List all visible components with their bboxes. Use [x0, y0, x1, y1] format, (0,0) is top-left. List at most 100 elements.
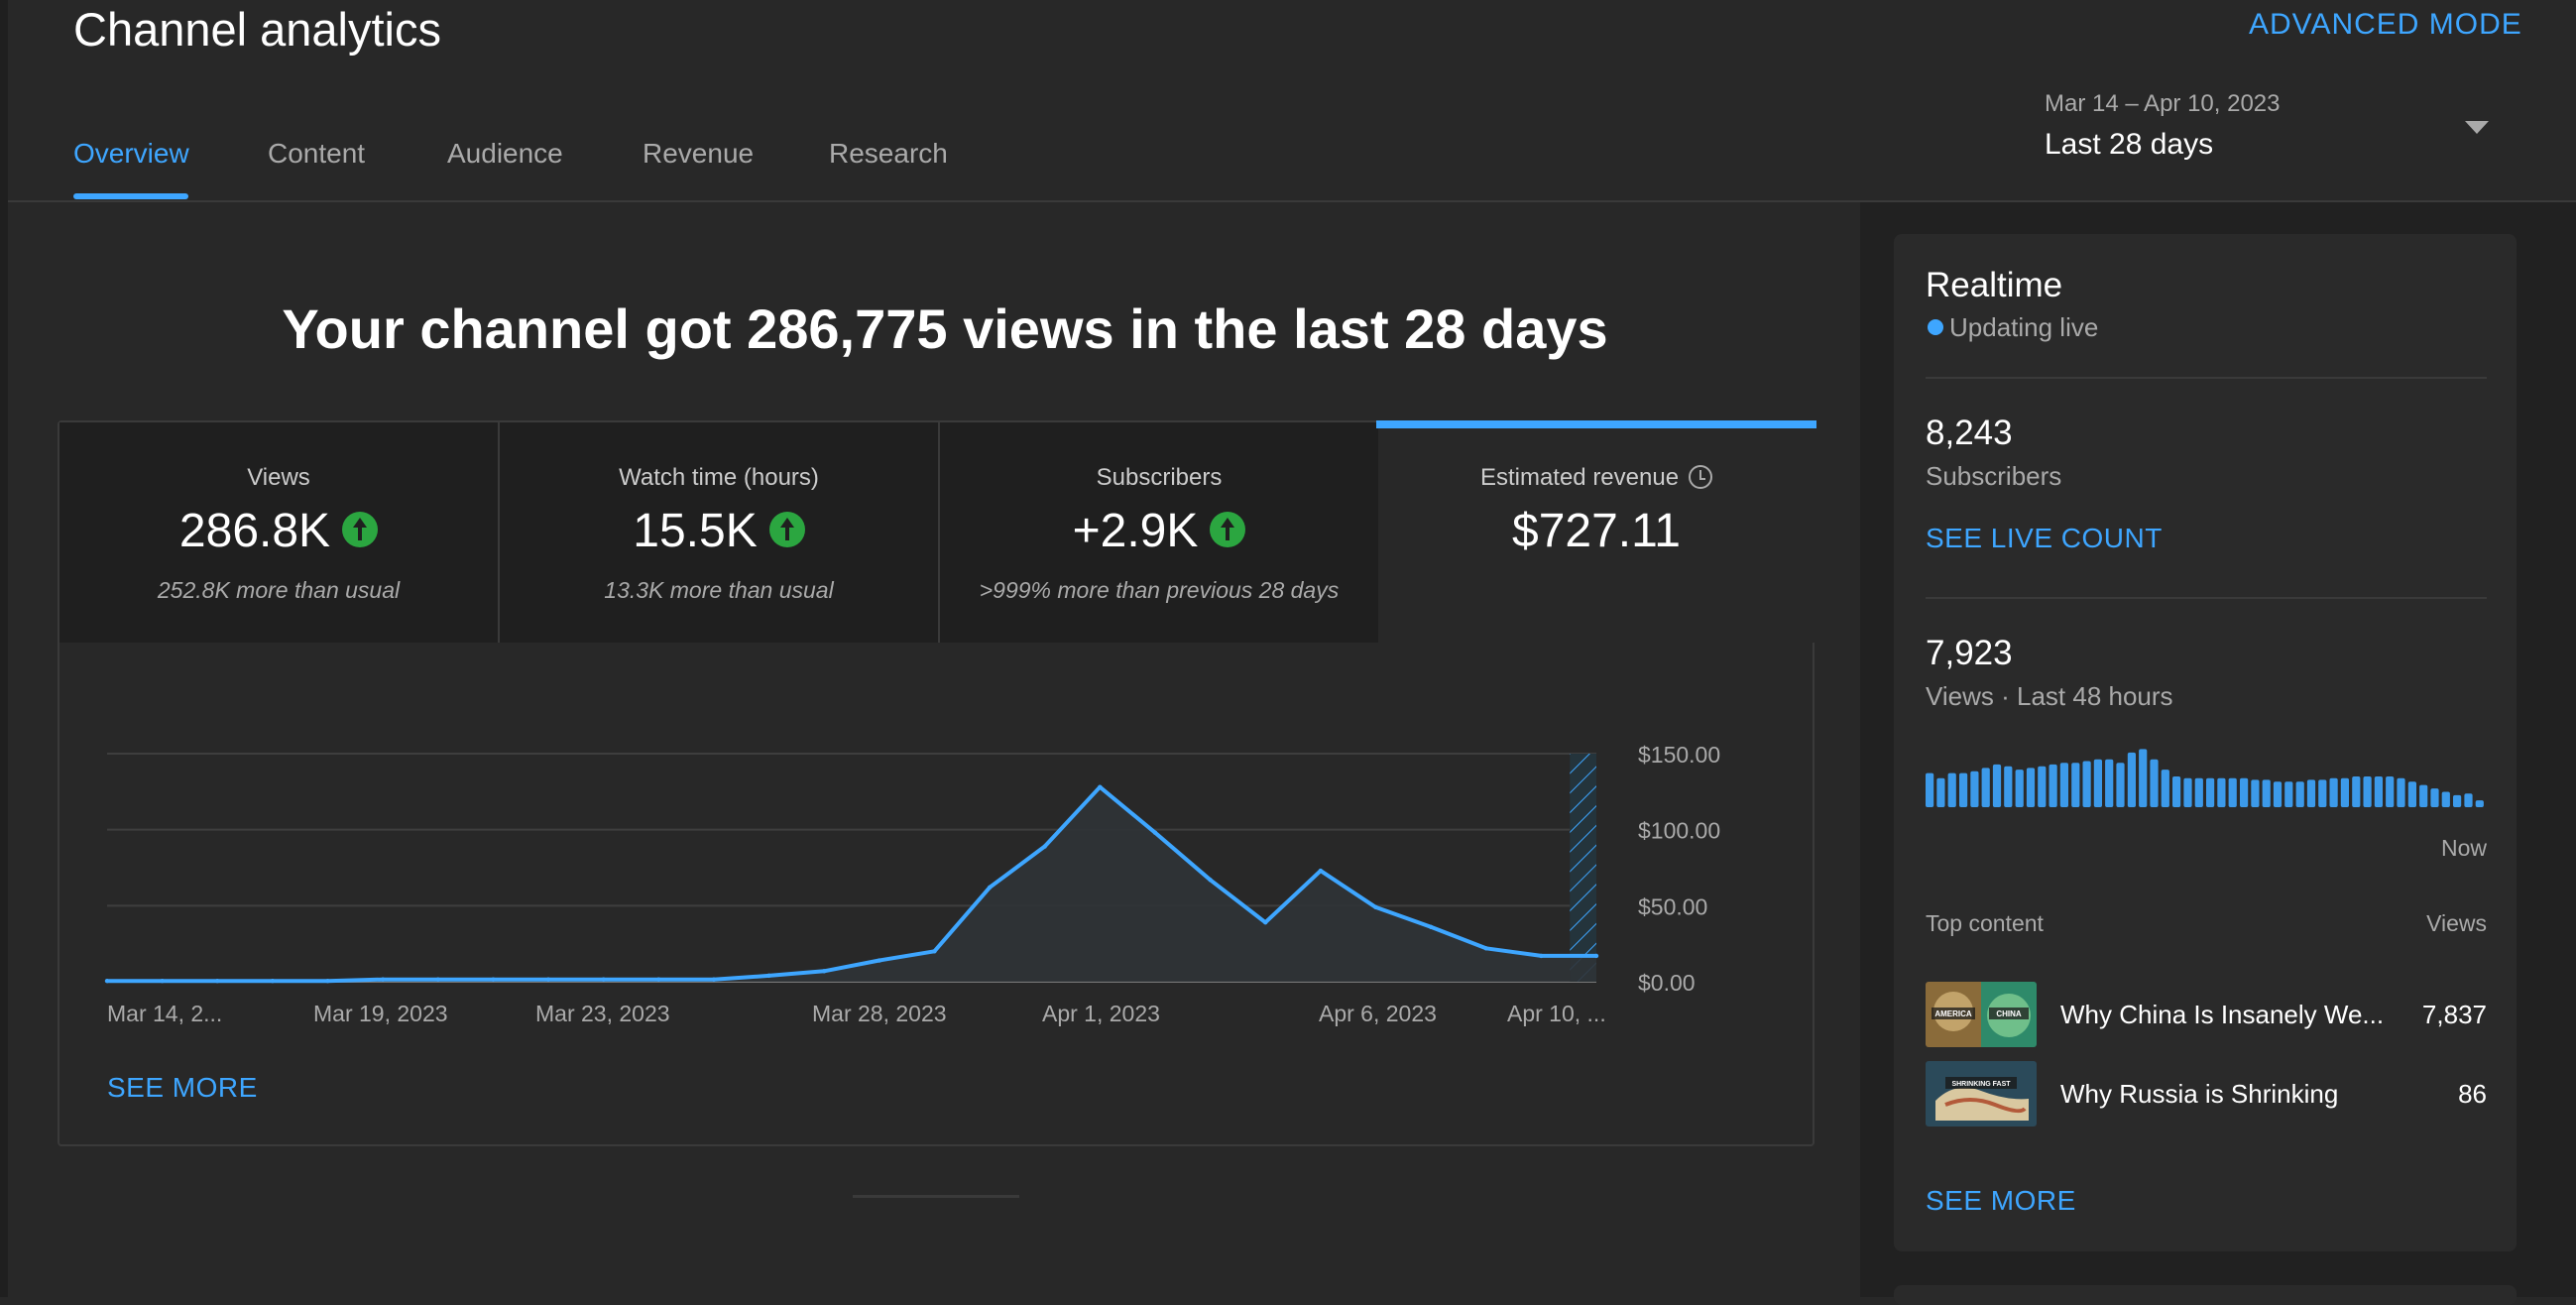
- y-tick-label: $150.00: [1638, 742, 1720, 768]
- realtime-bar: [2228, 777, 2237, 807]
- realtime-views-bar-chart: [1926, 749, 2484, 807]
- realtime-bar: [2464, 793, 2473, 807]
- realtime-bar: [1992, 764, 2002, 807]
- data-point: [987, 885, 993, 890]
- metric-tab-estimated-revenue[interactable]: Estimated revenue $727.11: [1378, 422, 1815, 643]
- realtime-bar: [2318, 779, 2327, 807]
- now-label: Now: [2440, 835, 2487, 861]
- chevron-down-icon: [2465, 121, 2489, 134]
- top-content-views-header: Views: [2426, 910, 2487, 936]
- realtime-bar: [2453, 794, 2462, 807]
- video-thumbnail: SHRINKING FAST: [1926, 1061, 2037, 1127]
- metrics-card: Views 286.8K 252.8K more than usual Watc…: [58, 420, 1816, 1146]
- video-title: Why Russia is Shrinking: [2060, 1079, 2339, 1109]
- realtime-bar: [1947, 772, 1956, 807]
- metric-note: 252.8K more than usual: [157, 577, 401, 603]
- data-point: [877, 958, 882, 963]
- tab-research[interactable]: Research: [829, 138, 948, 169]
- realtime-bar: [2071, 763, 2080, 807]
- top-content-row[interactable]: SHRINKING FAST Why Russia is Shrinking 8…: [1926, 1061, 2487, 1130]
- data-point: [380, 977, 386, 982]
- realtime-bar: [2475, 800, 2484, 807]
- realtime-bar: [2105, 759, 2114, 807]
- realtime-bar: [1926, 772, 1934, 807]
- live-status: Updating live: [1949, 312, 2099, 342]
- active-tab-indicator: [73, 193, 188, 199]
- data-point: [1208, 878, 1213, 883]
- video-views: 86: [2458, 1079, 2487, 1109]
- data-point: [270, 979, 276, 984]
- data-point: [766, 973, 771, 979]
- data-point: [435, 977, 440, 982]
- scroll-indicator: [853, 1195, 1019, 1198]
- y-tick-label: $100.00: [1638, 818, 1720, 844]
- realtime-bar: [2352, 776, 2361, 807]
- realtime-subscriber-count: 8,243: [1926, 414, 2013, 452]
- metric-value-wrap: +2.9K: [940, 504, 1378, 559]
- realtime-bar: [2026, 768, 2036, 807]
- arrow-up-circle-icon: [342, 512, 379, 548]
- overview-panel: [8, 202, 1860, 1297]
- data-point: [1263, 920, 1268, 925]
- metric-tab-views[interactable]: Views 286.8K 252.8K more than usual: [59, 422, 498, 643]
- divider: [1926, 377, 2487, 379]
- realtime-views-count: 7,923: [1926, 634, 2013, 672]
- realtime-bar: [2273, 781, 2283, 807]
- x-tick-label: Apr 10, ...: [1507, 1001, 1606, 1026]
- selected-metric-indicator: [1376, 420, 1816, 428]
- realtime-bar: [2363, 776, 2372, 807]
- realtime-bar: [2194, 777, 2203, 807]
- revenue-series-line: [107, 784, 1596, 984]
- left-rail: [0, 0, 8, 1297]
- data-point: [821, 969, 827, 974]
- metric-divider: [498, 422, 500, 643]
- realtime-bar: [2082, 761, 2091, 807]
- data-point: [160, 979, 165, 984]
- date-range-label: Last 28 days: [2045, 128, 2214, 161]
- metric-label: Estimated revenue: [1479, 464, 1680, 491]
- date-range-picker[interactable]: Mar 14 – Apr 10, 2023 Last 28 days: [2045, 87, 2489, 177]
- x-tick-label: Mar 23, 2023: [535, 1001, 670, 1026]
- realtime-bar: [2419, 784, 2428, 807]
- next-card: [1894, 1285, 2517, 1305]
- realtime-bar: [2150, 759, 2159, 807]
- data-point: [1152, 830, 1158, 835]
- tab-overview[interactable]: Overview: [73, 138, 189, 169]
- x-tick-label: Apr 6, 2023: [1319, 1001, 1437, 1026]
- tab-content[interactable]: Content: [268, 138, 366, 169]
- metric-tab-watch-time[interactable]: Watch time (hours) 15.5K 13.3K more than…: [500, 422, 938, 643]
- data-point: [1593, 953, 1599, 959]
- see-more-link[interactable]: SEE MORE: [107, 1072, 258, 1103]
- metric-value: 15.5K: [633, 505, 758, 557]
- metric-tab-subscribers[interactable]: Subscribers +2.9K >999% more than previo…: [940, 422, 1378, 643]
- see-more-link[interactable]: SEE MORE: [1926, 1185, 2076, 1216]
- see-live-count-link[interactable]: SEE LIVE COUNT: [1926, 523, 2163, 553]
- realtime-bar: [2397, 777, 2405, 807]
- top-content-row[interactable]: AMERICA CHINA Why China Is Insanely We..…: [1926, 982, 2487, 1051]
- realtime-bar: [2430, 788, 2439, 807]
- x-tick-label: Mar 19, 2023: [313, 1001, 448, 1026]
- video-views: 7,837: [2421, 1000, 2487, 1029]
- thumb-text-shrinking: SHRINKING FAST: [1951, 1081, 2011, 1088]
- views-headline: Your channel got 286,775 views in the la…: [282, 297, 1608, 360]
- tab-audience[interactable]: Audience: [447, 138, 563, 169]
- data-point: [215, 979, 220, 984]
- data-point: [932, 949, 937, 954]
- advanced-mode-button[interactable]: ADVANCED MODE: [2249, 8, 2522, 41]
- metric-value: 286.8K: [178, 505, 331, 557]
- metric-label: Subscribers: [1096, 464, 1223, 491]
- realtime-card: Realtime Updating live 8,243 Subscribers…: [1894, 234, 2517, 1251]
- arrow-up-circle-icon: [768, 512, 805, 548]
- data-point: [1373, 904, 1378, 910]
- data-point: [325, 979, 330, 984]
- tab-revenue[interactable]: Revenue: [643, 138, 755, 169]
- thumb-text-america: AMERICA: [1934, 1009, 1972, 1018]
- metric-note: >999% more than previous 28 days: [979, 577, 1340, 603]
- realtime-bar: [2240, 777, 2249, 807]
- realtime-bar: [2441, 791, 2450, 807]
- data-point: [1042, 844, 1047, 849]
- realtime-bar: [1981, 768, 1990, 807]
- metric-label-wrap: Estimated revenue: [1378, 464, 1815, 492]
- y-tick-label: $0.00: [1638, 970, 1696, 996]
- data-point: [656, 977, 661, 982]
